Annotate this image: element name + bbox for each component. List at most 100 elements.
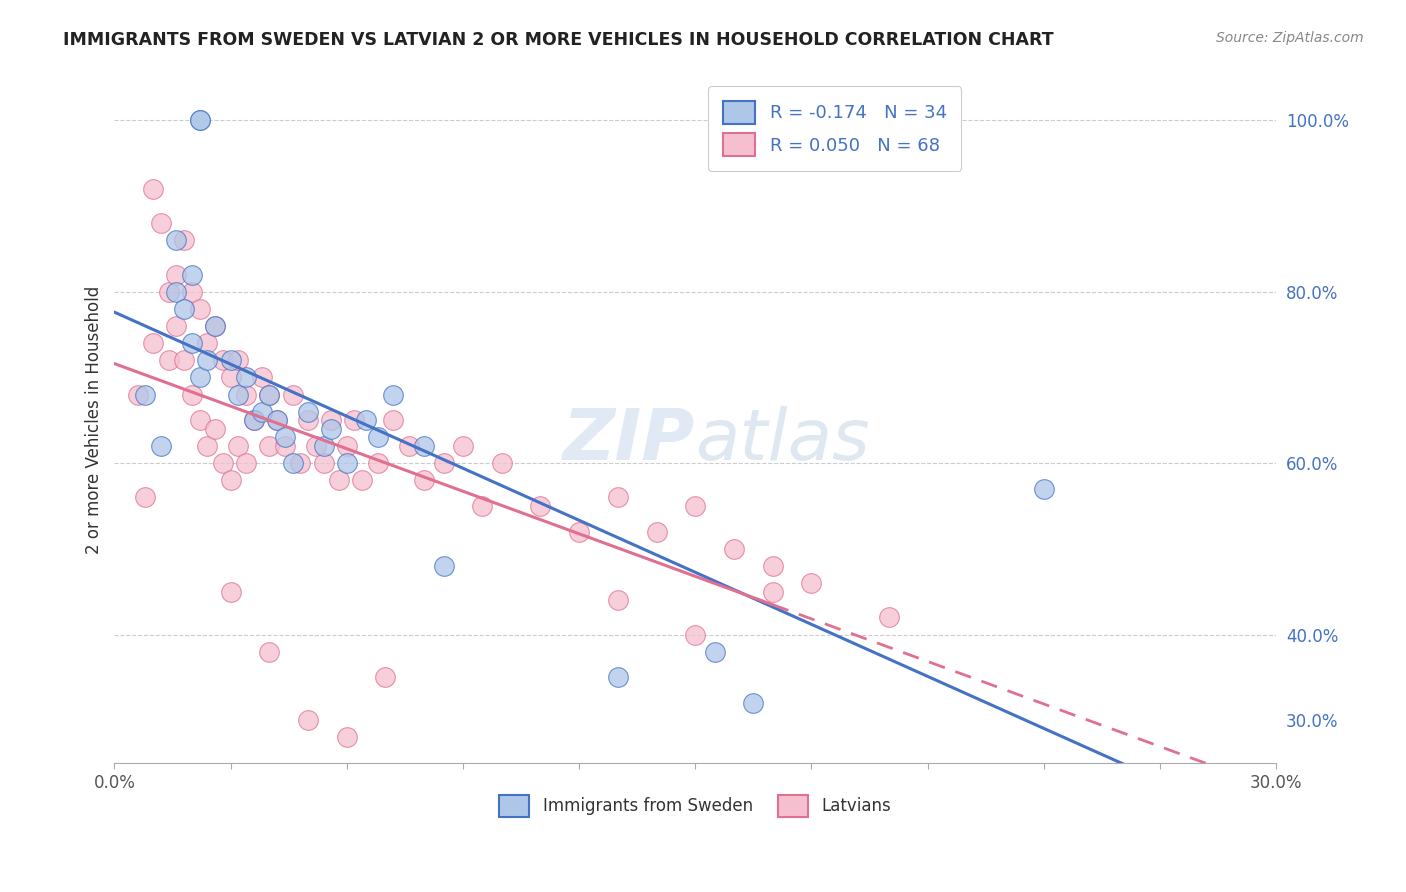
Point xyxy=(219,584,242,599)
Point xyxy=(354,413,377,427)
Point xyxy=(800,576,823,591)
Point xyxy=(142,336,165,351)
Point xyxy=(188,113,211,128)
Point xyxy=(762,584,785,599)
Point xyxy=(149,216,172,230)
Point xyxy=(606,670,628,684)
Point xyxy=(228,353,250,368)
Text: IMMIGRANTS FROM SWEDEN VS LATVIAN 2 OR MORE VEHICLES IN HOUSEHOLD CORRELATION CH: IMMIGRANTS FROM SWEDEN VS LATVIAN 2 OR M… xyxy=(63,31,1054,49)
Point xyxy=(173,353,195,368)
Point xyxy=(259,439,281,453)
Point xyxy=(235,387,257,401)
Point xyxy=(312,456,335,470)
Point xyxy=(723,541,745,556)
Point xyxy=(321,422,343,436)
Point xyxy=(297,713,319,727)
Point xyxy=(274,430,297,444)
Point xyxy=(228,387,250,401)
Point xyxy=(134,387,156,401)
Point xyxy=(180,336,202,351)
Point xyxy=(195,336,218,351)
Point xyxy=(204,422,226,436)
Point xyxy=(173,233,195,247)
Point xyxy=(180,285,202,299)
Point xyxy=(228,439,250,453)
Point xyxy=(529,499,551,513)
Text: ZIP: ZIP xyxy=(562,407,695,475)
Point xyxy=(413,473,436,487)
Point xyxy=(250,370,273,384)
Point xyxy=(606,593,628,607)
Point xyxy=(471,499,494,513)
Point xyxy=(243,413,266,427)
Point xyxy=(173,301,195,316)
Point xyxy=(250,405,273,419)
Point xyxy=(188,370,211,384)
Point xyxy=(274,439,297,453)
Point xyxy=(742,696,765,710)
Point xyxy=(235,370,257,384)
Point xyxy=(188,113,211,128)
Point xyxy=(336,456,359,470)
Point xyxy=(165,285,187,299)
Point xyxy=(451,439,474,453)
Point xyxy=(266,413,288,427)
Point xyxy=(645,524,668,539)
Point xyxy=(367,456,389,470)
Point xyxy=(413,439,436,453)
Point xyxy=(219,473,242,487)
Point xyxy=(235,456,257,470)
Point xyxy=(259,645,281,659)
Point xyxy=(188,301,211,316)
Point xyxy=(683,499,706,513)
Point xyxy=(180,268,202,282)
Point xyxy=(157,353,180,368)
Point xyxy=(290,456,312,470)
Point xyxy=(127,387,149,401)
Point xyxy=(188,413,211,427)
Text: Source: ZipAtlas.com: Source: ZipAtlas.com xyxy=(1216,31,1364,45)
Point xyxy=(142,182,165,196)
Point xyxy=(606,491,628,505)
Point xyxy=(328,473,350,487)
Point xyxy=(211,456,233,470)
Point xyxy=(243,413,266,427)
Point xyxy=(266,413,288,427)
Point xyxy=(374,670,396,684)
Text: atlas: atlas xyxy=(695,407,870,475)
Point xyxy=(297,405,319,419)
Point xyxy=(180,387,202,401)
Point xyxy=(432,559,454,574)
Point xyxy=(219,370,242,384)
Point xyxy=(877,610,900,624)
Point xyxy=(219,353,242,368)
Point xyxy=(134,491,156,505)
Point xyxy=(762,559,785,574)
Point xyxy=(683,627,706,641)
Point xyxy=(204,318,226,333)
Point xyxy=(165,233,187,247)
Point xyxy=(343,413,366,427)
Point xyxy=(432,456,454,470)
Point xyxy=(703,645,725,659)
Legend: Immigrants from Sweden, Latvians: Immigrants from Sweden, Latvians xyxy=(494,789,897,823)
Point xyxy=(491,456,513,470)
Point xyxy=(259,387,281,401)
Point xyxy=(149,439,172,453)
Point xyxy=(195,353,218,368)
Point xyxy=(352,473,374,487)
Point xyxy=(398,439,420,453)
Point xyxy=(1032,482,1054,496)
Point xyxy=(312,439,335,453)
Point xyxy=(297,413,319,427)
Point xyxy=(259,387,281,401)
Point xyxy=(165,318,187,333)
Point xyxy=(211,353,233,368)
Point xyxy=(382,413,405,427)
Point xyxy=(336,731,359,745)
Point xyxy=(195,439,218,453)
Point xyxy=(157,285,180,299)
Y-axis label: 2 or more Vehicles in Household: 2 or more Vehicles in Household xyxy=(86,286,103,555)
Point xyxy=(321,413,343,427)
Point xyxy=(568,524,591,539)
